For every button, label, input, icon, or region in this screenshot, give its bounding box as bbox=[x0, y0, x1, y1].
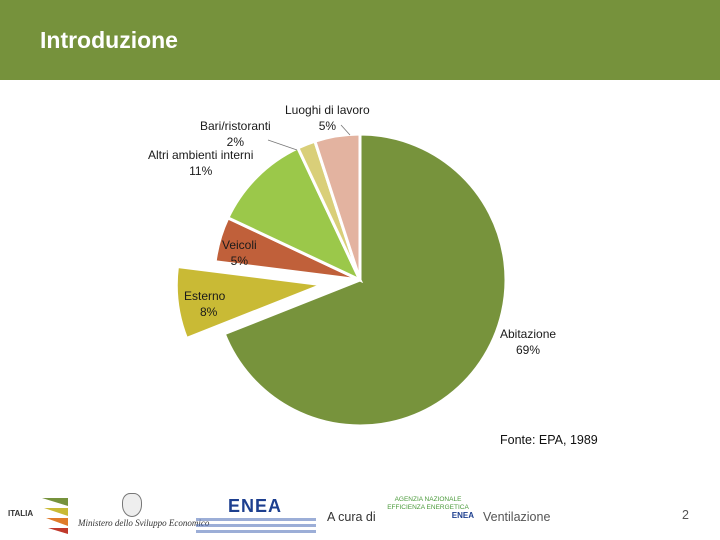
credit-text: A cura di bbox=[327, 510, 376, 524]
italia-logo: ITALIA bbox=[8, 494, 70, 534]
label-abitazione: Abitazione 69% bbox=[500, 326, 556, 358]
republic-emblem-icon bbox=[122, 493, 142, 517]
label-bari-pct: 2% bbox=[200, 134, 271, 150]
ministry-logo: Ministero dello Sviluppo Economico bbox=[78, 518, 209, 528]
enea-logo-description bbox=[196, 518, 316, 536]
leader-line-0 bbox=[268, 140, 297, 150]
label-luoghi-lavoro: Luoghi di lavoro 5% bbox=[285, 102, 370, 134]
label-esterno-name: Esterno bbox=[184, 288, 225, 304]
label-altri-ambienti: Altri ambienti interni 11% bbox=[148, 147, 253, 179]
label-luoghi-name: Luoghi di lavoro bbox=[285, 102, 370, 118]
footer: ITALIA Ministero dello Sviluppo Economic… bbox=[0, 488, 720, 540]
agenzia-line-1: AGENZIA NAZIONALE bbox=[382, 496, 474, 504]
source-note: Fonte: EPA, 1989 bbox=[500, 433, 598, 447]
label-altri-pct: 11% bbox=[148, 163, 253, 179]
label-bari-ristoranti: Bari/ristoranti 2% bbox=[200, 118, 271, 150]
agenzia-logo: AGENZIA NAZIONALE EFFICIENZA ENERGETICA … bbox=[382, 496, 474, 520]
label-abitazione-pct: 69% bbox=[500, 342, 556, 358]
page-number: 2 bbox=[682, 508, 689, 522]
italia-logo-text: ITALIA bbox=[8, 509, 33, 518]
label-esterno: Esterno 8% bbox=[184, 288, 225, 320]
section-name: Ventilazione bbox=[483, 510, 550, 524]
agenzia-enea: ENEA bbox=[382, 512, 474, 520]
label-veicoli: Veicoli 5% bbox=[222, 237, 257, 269]
label-abitazione-name: Abitazione bbox=[500, 326, 556, 342]
label-luoghi-pct: 5% bbox=[285, 118, 370, 134]
label-bari-name: Bari/ristoranti bbox=[200, 118, 271, 134]
label-veicoli-name: Veicoli bbox=[222, 237, 257, 253]
enea-logo: ENEA bbox=[228, 496, 282, 517]
label-veicoli-pct: 5% bbox=[222, 253, 257, 269]
label-esterno-pct: 8% bbox=[184, 304, 225, 320]
